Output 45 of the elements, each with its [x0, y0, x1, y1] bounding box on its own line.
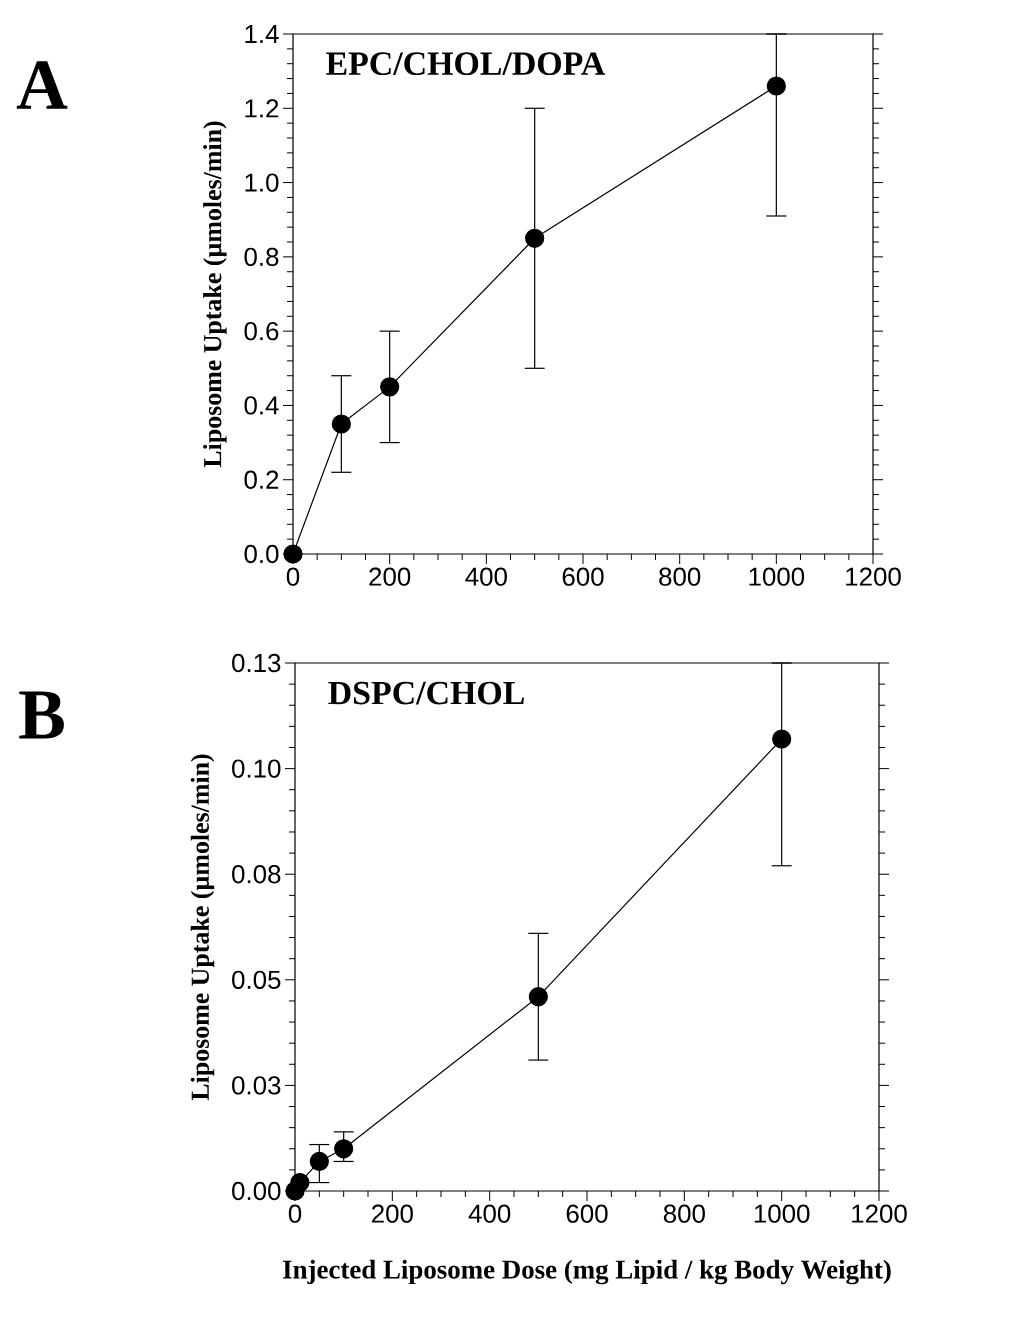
- point: [380, 377, 400, 397]
- text: A: [16, 61, 68, 109]
- y-tick-label: 0.8: [244, 247, 279, 267]
- y-tick-label: 0.6: [244, 321, 279, 341]
- x-tick-label: 600: [566, 1204, 608, 1223]
- x-tick-label: 1000: [754, 1204, 810, 1223]
- y-tick-label: 1.4: [245, 25, 279, 43]
- y-axis-title: Liposome Uptake (µmoles/min): [190, 754, 215, 1101]
- y-tick-label: 0.05: [232, 970, 281, 989]
- y-tick-label: 1.0: [245, 173, 279, 192]
- x-tick-label: 400: [468, 1204, 511, 1223]
- y-tick-label: 0.10: [232, 759, 281, 778]
- x-tick-label: 400: [465, 567, 507, 586]
- x-tick-label: 1200: [846, 567, 901, 586]
- x-tick-label: 800: [659, 567, 701, 586]
- point: [283, 544, 303, 564]
- point: [766, 76, 786, 96]
- x-axis-title: Injected Liposome Dose (mg Lipid / kg Body Weight): [283, 1259, 891, 1285]
- point: [334, 1139, 354, 1159]
- x-tick-label: 800: [663, 1204, 705, 1223]
- y-tick-label: 0.13: [232, 653, 281, 673]
- point: [772, 729, 792, 749]
- text: B: [19, 691, 64, 739]
- y-tick-label: 0.2: [244, 470, 279, 489]
- x-tick-label: 200: [369, 567, 411, 586]
- y-tick-label: 0.4: [244, 396, 279, 415]
- x-tick-label: 1200: [852, 1204, 907, 1223]
- x-tick-label: 600: [562, 567, 604, 586]
- y-tick-label: 0.0: [244, 544, 279, 564]
- point: [528, 987, 548, 1007]
- chart-title: DSPC/CHOL: [328, 681, 524, 705]
- point: [525, 228, 545, 248]
- y-axis-title: Liposome Uptake (µmoles/min): [203, 121, 227, 468]
- point: [331, 414, 351, 434]
- x-tick-label: 1000: [749, 567, 805, 586]
- x-tick-label: 200: [372, 1204, 413, 1223]
- x-tick-label: 0: [286, 567, 300, 586]
- x-tick-label: 0: [288, 1204, 302, 1223]
- chart-title: EPC/CHOL/DOPA: [326, 52, 606, 76]
- y-tick-label: 1.2: [245, 99, 279, 118]
- y-tick-label: 0.03: [232, 1076, 281, 1095]
- y-tick-label: 0.08: [232, 865, 281, 884]
- point: [309, 1151, 329, 1172]
- y-tick-label: 0.00: [232, 1181, 281, 1201]
- point: [290, 1172, 310, 1193]
